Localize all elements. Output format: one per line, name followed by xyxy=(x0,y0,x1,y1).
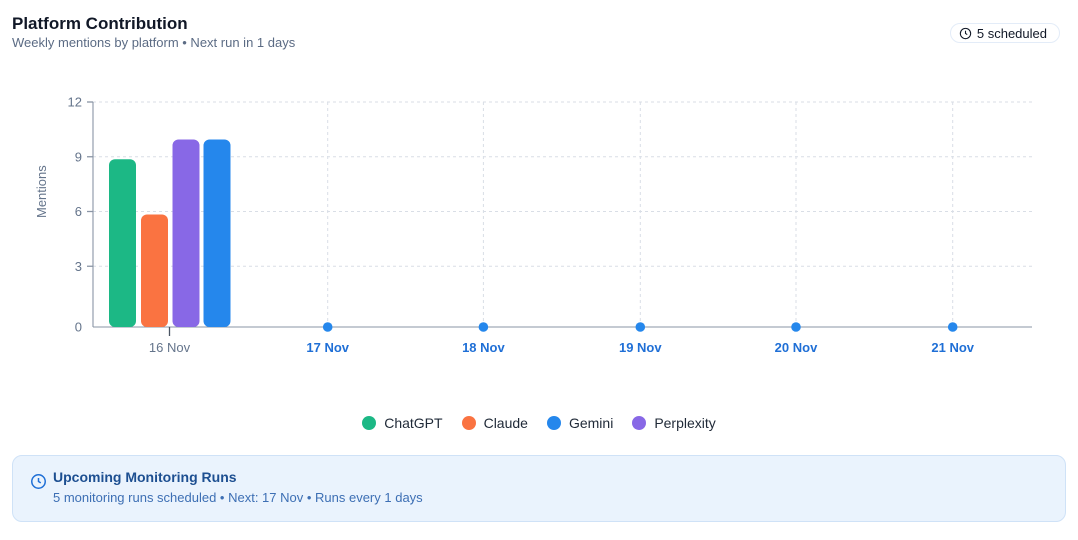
svg-text:21 Nov: 21 Nov xyxy=(931,340,974,355)
svg-text:12: 12 xyxy=(68,95,82,110)
svg-text:0: 0 xyxy=(75,320,82,335)
svg-text:19 Nov: 19 Nov xyxy=(619,340,662,355)
svg-text:17 Nov: 17 Nov xyxy=(306,340,349,355)
svg-text:9: 9 xyxy=(75,149,82,164)
svg-text:20 Nov: 20 Nov xyxy=(775,340,818,355)
svg-text:18 Nov: 18 Nov xyxy=(462,340,505,355)
svg-text:16 Nov: 16 Nov xyxy=(149,340,191,355)
svg-text:6: 6 xyxy=(75,204,82,219)
svg-text:3: 3 xyxy=(75,259,82,274)
